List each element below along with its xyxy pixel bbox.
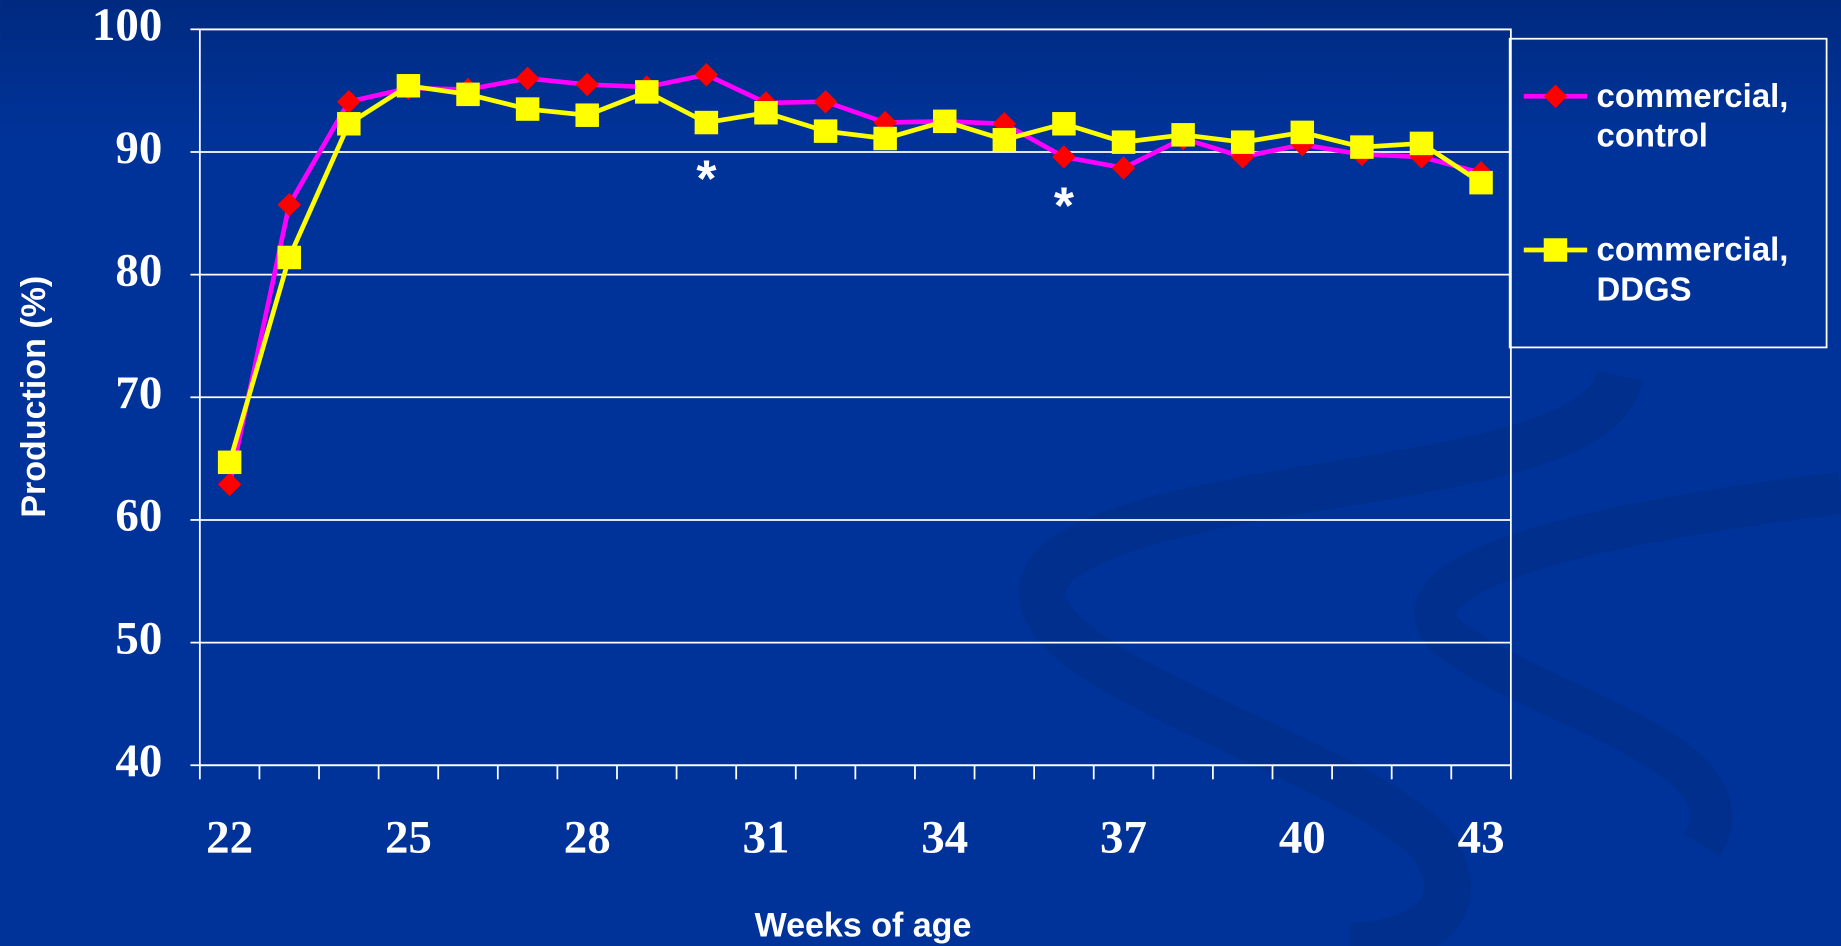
marker [1469,170,1493,195]
marker [515,97,540,121]
y-axis-label: Production (%) [15,276,53,518]
decoration [1414,471,1841,857]
legend-label: commercial, DDGS [1596,231,1789,308]
x-axis-label: Weeks of age [755,907,972,945]
y-tick-label: 40 [115,735,162,787]
annotation: * [1054,176,1075,234]
y-tick-label: 70 [115,367,162,419]
x-tick-label: 43 [1458,811,1505,863]
marker [1052,145,1076,169]
marker [1052,112,1076,136]
marker [992,127,1017,152]
marker [217,450,242,475]
decoration [1018,368,1644,946]
x-tick-label: 25 [385,811,432,863]
y-tick-label: 100 [92,0,162,51]
marker [1290,120,1315,145]
marker [694,62,719,87]
annotation: * [696,149,717,207]
marker [1543,238,1568,262]
x-tick-label: 22 [206,811,253,863]
marker [575,103,599,127]
marker [873,126,897,151]
marker [337,112,361,136]
x-tick-label: 28 [564,811,611,863]
x-tick-label: 37 [1100,811,1147,863]
marker [813,119,838,143]
legend-box [1508,37,1828,349]
y-tick-label: 90 [115,122,162,174]
legend-entry: commercial, DDGS [1596,231,1789,308]
series-line [227,83,1483,463]
marker [456,82,480,107]
marker [754,101,778,125]
x-tick-label: 31 [743,811,790,863]
y-tick-label: 60 [115,490,162,542]
marker [1350,135,1374,159]
marker [337,89,361,114]
marker [1171,123,1195,147]
marker [635,80,659,104]
marker [1409,131,1434,156]
marker [396,74,421,98]
marker [933,109,957,134]
marker [575,72,599,97]
marker [1111,130,1136,154]
marker [1111,156,1136,180]
marker [1409,145,1434,169]
x-tick-label: 40 [1279,811,1326,863]
marker [277,245,301,270]
legend-entry: commercial, control [1596,77,1789,154]
legend-label: commercial, control [1596,77,1789,154]
x-tick-label: 34 [921,811,968,863]
marker [1543,84,1568,108]
marker [1230,145,1255,169]
marker [1230,130,1255,154]
marker [694,110,719,135]
y-tick-label: 80 [115,244,162,296]
y-tick-label: 50 [115,612,162,664]
